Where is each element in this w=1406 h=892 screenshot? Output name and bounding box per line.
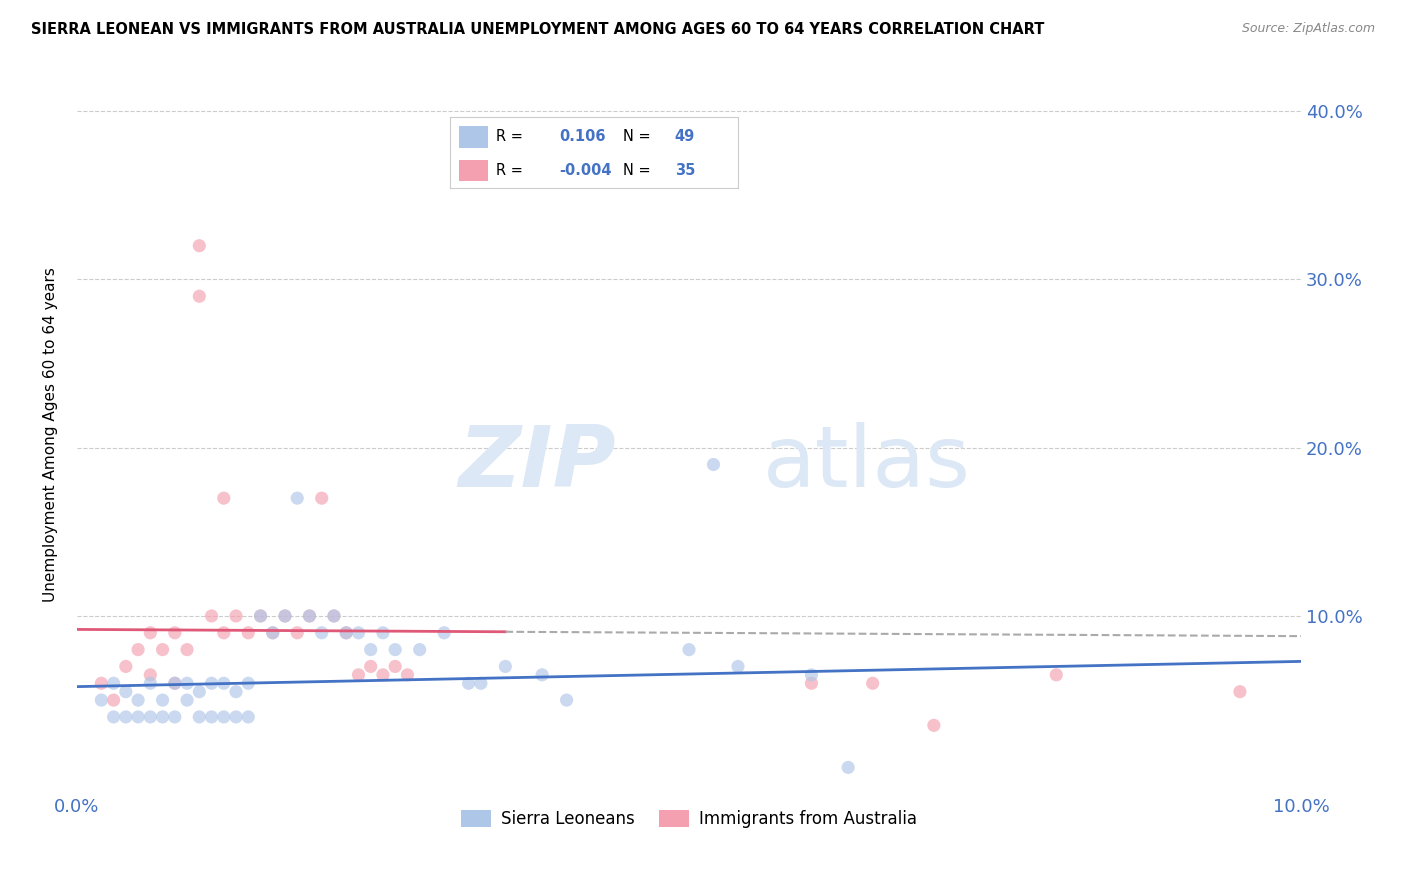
Point — [103, 710, 125, 724]
Point — [311, 625, 333, 640]
Point — [323, 609, 346, 624]
Legend: Sierra Leoneans, Immigrants from Australia: Sierra Leoneans, Immigrants from Austral… — [454, 803, 924, 834]
Point — [1045, 668, 1067, 682]
Point — [238, 676, 260, 690]
Text: ZIP: ZIP — [458, 422, 616, 505]
Point — [238, 710, 260, 724]
Point — [188, 289, 211, 303]
Point — [152, 693, 174, 707]
Point — [837, 760, 859, 774]
Point — [163, 625, 186, 640]
Point — [433, 625, 456, 640]
Point — [200, 710, 222, 724]
Point — [212, 710, 235, 724]
Point — [323, 609, 346, 624]
Point — [188, 710, 211, 724]
Point — [1229, 684, 1251, 698]
Point — [335, 625, 357, 640]
Point — [225, 609, 247, 624]
Point — [127, 693, 149, 707]
Point — [470, 676, 492, 690]
Point — [188, 238, 211, 252]
Point — [800, 668, 823, 682]
Point — [311, 491, 333, 505]
Point — [115, 659, 138, 673]
Point — [371, 668, 394, 682]
Point — [176, 693, 198, 707]
Point — [152, 642, 174, 657]
Point — [285, 625, 308, 640]
Point — [494, 659, 516, 673]
Point — [225, 684, 247, 698]
Point — [200, 676, 222, 690]
Point — [115, 710, 138, 724]
Point — [408, 642, 430, 657]
Point — [115, 684, 138, 698]
Point — [262, 625, 284, 640]
Point — [90, 693, 112, 707]
Point — [298, 609, 321, 624]
Point — [262, 625, 284, 640]
Point — [335, 625, 357, 640]
Point — [274, 609, 297, 624]
Point — [457, 676, 479, 690]
Point — [212, 625, 235, 640]
Point — [139, 676, 162, 690]
Point — [163, 710, 186, 724]
Point — [285, 491, 308, 505]
Point — [152, 710, 174, 724]
Point — [90, 676, 112, 690]
Point — [702, 458, 724, 472]
Point — [678, 642, 700, 657]
Point — [862, 676, 884, 690]
Point — [384, 642, 406, 657]
Point — [212, 676, 235, 690]
Point — [103, 676, 125, 690]
Point — [274, 609, 297, 624]
Point — [298, 609, 321, 624]
Point — [384, 659, 406, 673]
Point — [127, 710, 149, 724]
Point — [103, 693, 125, 707]
Point — [163, 676, 186, 690]
Point — [200, 609, 222, 624]
Point — [176, 642, 198, 657]
Point — [249, 609, 271, 624]
Point — [139, 710, 162, 724]
Point — [800, 676, 823, 690]
Point — [238, 625, 260, 640]
Point — [163, 676, 186, 690]
Point — [225, 710, 247, 724]
Point — [360, 642, 382, 657]
Point — [396, 668, 419, 682]
Point — [555, 693, 578, 707]
Point — [176, 676, 198, 690]
Text: Source: ZipAtlas.com: Source: ZipAtlas.com — [1241, 22, 1375, 36]
Text: atlas: atlas — [762, 422, 970, 505]
Point — [249, 609, 271, 624]
Point — [922, 718, 945, 732]
Point — [347, 625, 370, 640]
Point — [139, 668, 162, 682]
Point — [727, 659, 749, 673]
Point — [531, 668, 554, 682]
Point — [371, 625, 394, 640]
Point — [139, 625, 162, 640]
Point — [188, 684, 211, 698]
Point — [212, 491, 235, 505]
Point — [127, 642, 149, 657]
Y-axis label: Unemployment Among Ages 60 to 64 years: Unemployment Among Ages 60 to 64 years — [44, 268, 58, 602]
Point — [347, 668, 370, 682]
Text: SIERRA LEONEAN VS IMMIGRANTS FROM AUSTRALIA UNEMPLOYMENT AMONG AGES 60 TO 64 YEA: SIERRA LEONEAN VS IMMIGRANTS FROM AUSTRA… — [31, 22, 1045, 37]
Point — [360, 659, 382, 673]
